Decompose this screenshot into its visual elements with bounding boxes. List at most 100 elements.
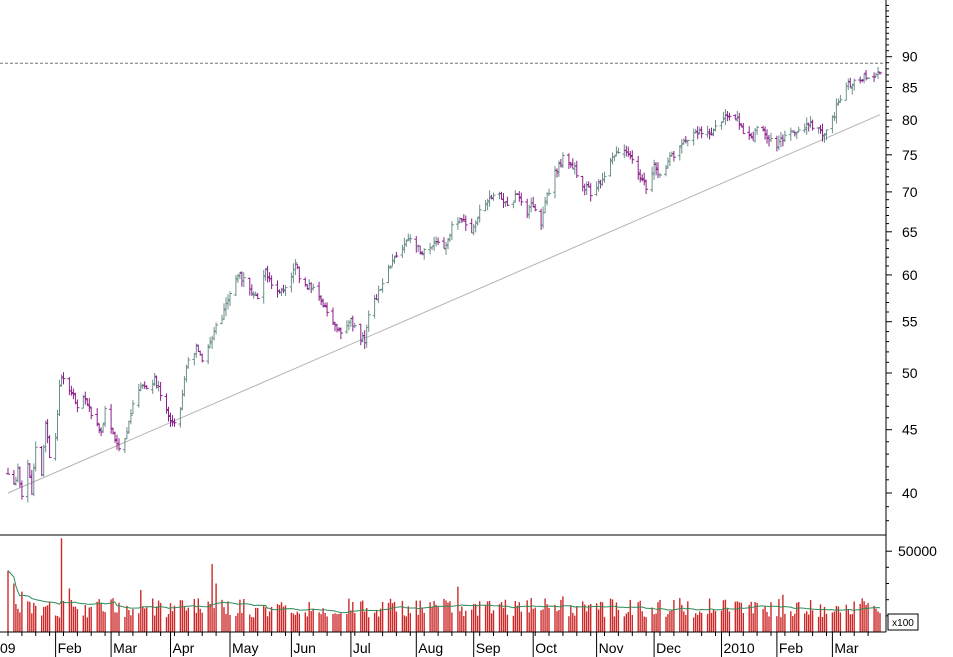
price-bar [206, 344, 211, 365]
price-bar [459, 218, 464, 223]
price-bar [408, 234, 413, 243]
price-bar [241, 272, 246, 288]
volume-moving-average [7, 570, 881, 614]
price-bar [47, 435, 52, 459]
price-tick-label: 90 [902, 49, 918, 65]
volume-unit-box [887, 613, 919, 631]
date-tick-label: Feb [779, 640, 803, 656]
price-bar [172, 418, 177, 427]
price-bar [519, 192, 524, 206]
price-bar [255, 293, 260, 300]
price-bar [392, 256, 397, 264]
date-tick-label: Oct [535, 640, 557, 656]
price-tick-label: 55 [902, 314, 918, 330]
price-bar [200, 353, 205, 363]
price-bar [297, 266, 302, 284]
price-bar [511, 201, 516, 209]
price-bar [616, 147, 621, 154]
price-bar [6, 467, 10, 475]
price-bar [612, 155, 617, 162]
date-tick-label: Aug [418, 640, 443, 656]
price-bar [878, 71, 882, 75]
price-bar [214, 322, 219, 335]
price-bar [228, 291, 232, 306]
price-bar [658, 172, 662, 178]
date-tick-label: May [232, 640, 258, 656]
price-bar [713, 120, 718, 132]
volume-ma-line [7, 570, 881, 614]
price-bar [366, 310, 371, 332]
price-bar [755, 125, 760, 135]
price-tick-label: 40 [902, 485, 918, 501]
price-bar [33, 441, 38, 472]
date-tick-label: Jun [293, 640, 316, 656]
price-bar [269, 275, 274, 289]
price-bar [560, 152, 565, 168]
date-tick-label: Nov [599, 640, 624, 656]
price-bar [128, 409, 133, 425]
price-bar [547, 188, 551, 197]
price-tick-label: 80 [902, 112, 918, 128]
price-bar [325, 302, 330, 317]
price-bar [574, 160, 579, 178]
volume-tick-label: 50000 [898, 543, 937, 559]
price-axis-ticks: 40 45 50 55 60 65 70 75 80 85 90 [886, 4, 918, 522]
price-bar [790, 130, 795, 132]
price-bar [644, 179, 649, 195]
volume-bars [7, 538, 881, 632]
price-tick-label: 60 [902, 267, 918, 283]
price-bar [144, 385, 149, 390]
price-tick-label: 45 [902, 422, 918, 438]
price-bar [810, 119, 815, 131]
price-bar [866, 77, 871, 80]
price-bar [19, 480, 24, 500]
price-bar [477, 204, 482, 223]
price-bar [117, 438, 121, 452]
price-bar [788, 127, 793, 141]
price-bar [794, 131, 799, 140]
date-tick-label: Jul [353, 640, 371, 656]
trendline [7, 114, 881, 494]
price-bar [75, 399, 80, 413]
date-tick-label: 09 [0, 640, 16, 656]
price-tick-label: 50 [902, 365, 918, 381]
price-bar [95, 408, 100, 427]
price-bar [505, 196, 510, 207]
price-bar [824, 129, 829, 141]
price-bar [685, 139, 690, 147]
price-bar [186, 357, 191, 369]
date-tick-label: 2010 [724, 640, 755, 656]
price-bar [394, 251, 399, 258]
price-bar [852, 78, 857, 91]
date-tick-label: Mar [834, 640, 858, 656]
price-bar [719, 121, 724, 130]
price-bar [491, 192, 496, 201]
price-bar [103, 405, 108, 427]
date-tick-label: Mar [113, 640, 137, 656]
price-bar [422, 248, 427, 260]
price-bar [796, 126, 801, 133]
price-bar [89, 406, 94, 420]
trendline-group [7, 114, 881, 494]
price-bars [6, 67, 882, 503]
price-bar [338, 327, 343, 340]
price-bar [769, 132, 773, 143]
price-bar [727, 112, 732, 121]
price-bar [449, 221, 454, 241]
price-bar [352, 322, 357, 328]
price-tick-label: 75 [902, 147, 918, 163]
price-tick-label: 65 [902, 224, 918, 240]
price-bar [283, 285, 288, 296]
price-bar [630, 150, 635, 164]
price-bar [61, 372, 66, 385]
price-bar [838, 95, 843, 104]
price-bar [311, 283, 316, 291]
price-bar [436, 237, 441, 245]
price-tick-label: 70 [902, 184, 918, 200]
date-tick-label: Feb [58, 640, 82, 656]
date-tick-label: Dec [656, 640, 681, 656]
price-bar [588, 183, 593, 202]
price-bar [533, 204, 538, 212]
price-bar [699, 126, 704, 139]
